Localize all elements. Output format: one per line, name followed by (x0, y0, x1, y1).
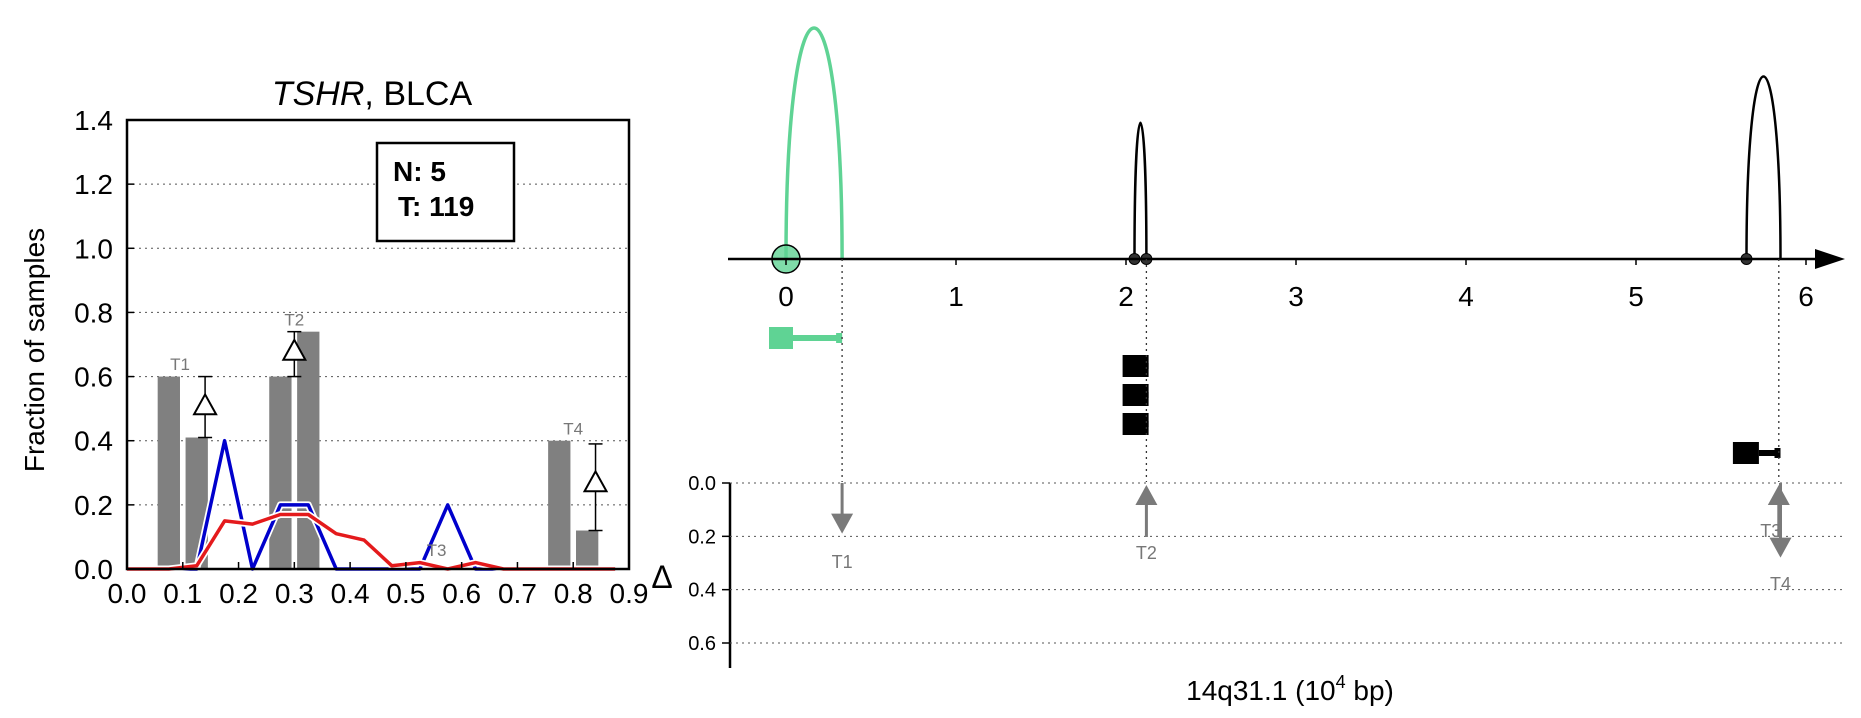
x-tick-label-1: 0.1 (163, 578, 202, 609)
splice-arc-1 (1133, 121, 1148, 260)
genomic-axis-label-main: 14q31.1 (10 (1186, 675, 1335, 706)
genomic-axis: 0 1 2 3 4 5 6 (728, 249, 1845, 312)
y-tick-label-5: 1.0 (74, 233, 113, 264)
delta-tick-label-2: 0.4 (688, 580, 716, 602)
splice-arc-0 (784, 26, 844, 260)
delta-arrowhead-t4 (1769, 537, 1792, 558)
genomic-tick-label-4: 4 (1458, 281, 1474, 312)
transcript-end-exon-3 (1140, 419, 1147, 429)
genomic-axis-label-unit: bp) (1346, 675, 1394, 706)
delta-marker-2 (582, 469, 609, 493)
x-tick-label-3: 0.3 (275, 578, 314, 609)
transcript-exon-4 (1732, 442, 1759, 464)
x-tick-label-8: 0.8 (554, 578, 593, 609)
genomic-tick-label-2: 2 (1118, 281, 1134, 312)
gene-structure-panel: 0 1 2 3 4 5 6 0.0 0.2 0.4 0.6 T1 T2 T3 T4 14q31.1 (1… (688, 26, 1845, 706)
delta-arrows: T1 T2 T3 T4 (831, 483, 1792, 594)
legend-box (375, 141, 516, 243)
transcript-exon-3 (1122, 413, 1149, 435)
genomic-tick-label-0: 0 (778, 281, 794, 312)
genomic-axis-arrowhead (1815, 249, 1845, 269)
transcript-exon-0 (769, 327, 793, 349)
x-tick-label-0: 0.0 (108, 578, 147, 609)
bar-0 (157, 376, 180, 569)
transcript-end-exon-2 (1140, 390, 1147, 400)
transcript-exon-1 (1122, 355, 1149, 377)
y-tick-label-6: 1.2 (74, 169, 113, 200)
sample-count-legend: N: 5 T: 119 (375, 141, 516, 243)
bar-label-t3: T3 (427, 541, 447, 560)
genomic-tick-label-6: 6 (1798, 281, 1814, 312)
bar-5 (576, 530, 599, 569)
y-tick-label-2: 0.4 (74, 426, 113, 457)
transcript-models (769, 327, 1781, 464)
transcript-exon-2 (1122, 384, 1149, 406)
y-tick-label-3: 0.6 (74, 362, 113, 393)
splice-arcs (771, 26, 1782, 274)
delta-arrowhead-t1 (831, 513, 854, 534)
delta-arrowhead-t2 (1135, 485, 1158, 505)
bar-label-t2: T2 (284, 310, 304, 329)
x-tick-label-7: 0.7 (498, 578, 537, 609)
x-tick-label-5: 0.5 (386, 578, 425, 609)
delta-tick-label-1: 0.2 (688, 526, 716, 548)
y-tick-label-0: 0.0 (74, 554, 113, 585)
bar-2 (269, 376, 292, 569)
bar-3 (297, 331, 320, 569)
delta-tick-label-3: 0.6 (688, 633, 716, 655)
bar-annotations: T1 T2 T3 T4 (170, 310, 583, 560)
bar-label-t1: T1 (170, 355, 190, 374)
tick-labels: 0.0 0.1 0.2 0.3 0.4 0.5 0.6 0.7 0.8 0.9 0.0 0.2 0.4 0… (74, 105, 648, 609)
delta-arrow-label-t1: T1 (832, 552, 853, 572)
y-axis-label: Fraction of samples (19, 228, 50, 472)
x-tick-label-2: 0.2 (219, 578, 258, 609)
genomic-tick-label-5: 5 (1628, 281, 1644, 312)
genomic-axis-label: 14q31.1 (104 bp) (1186, 672, 1394, 706)
chart-title-cohort: , BLCA (364, 75, 472, 113)
chart-title-gene: TSHR (272, 75, 365, 113)
delta-tick-label-0: 0.0 (688, 473, 716, 495)
delta-markers (192, 330, 609, 532)
delta-arrow-label-t2: T2 (1136, 543, 1157, 563)
genomic-axis-label-exponent: 4 (1336, 672, 1346, 692)
splice-arc-2 (1745, 75, 1782, 260)
bar-4 (548, 440, 571, 569)
genomic-tick-label-1: 1 (948, 281, 964, 312)
delta-axis: 0.0 0.2 0.4 0.6 (688, 473, 1845, 668)
y-tick-label-7: 1.4 (74, 105, 113, 136)
isoform-fraction-chart: TSHR, BLCA Fraction of samples Δ T1T2T3T… (19, 75, 673, 609)
delta-arrow-label-t4: T4 (1770, 574, 1791, 594)
x-tick-label-6: 0.6 (442, 578, 481, 609)
dotted-guides (841, 259, 1780, 482)
legend-tumor-count: T: 119 (398, 191, 474, 222)
delta-marker-0 (192, 392, 218, 416)
y-tick-label-4: 0.8 (74, 297, 113, 328)
delta-arrow-label-t3: T3 (1760, 521, 1781, 541)
legend-normal-count: N: 5 (393, 156, 446, 187)
bar-label-t4: T4 (563, 419, 583, 438)
genomic-tick-label-3: 3 (1288, 281, 1304, 312)
delta-arrowhead-t3 (1767, 485, 1790, 505)
transcript-end-exon-1 (1140, 361, 1147, 371)
axes-frame (125, 118, 631, 571)
delta-marker-1 (281, 337, 308, 361)
chart-title: TSHR, BLCA (272, 75, 473, 113)
y-tick-label-1: 0.2 (74, 490, 113, 521)
transcript-end-exon-4 (1774, 448, 1781, 458)
x-tick-label-9: 0.9 (610, 578, 649, 609)
transcript-end-exon-0 (836, 333, 843, 343)
x-tick-label-4: 0.4 (331, 578, 370, 609)
x-axis-label: Δ (651, 559, 672, 595)
plot-frame (125, 118, 631, 571)
